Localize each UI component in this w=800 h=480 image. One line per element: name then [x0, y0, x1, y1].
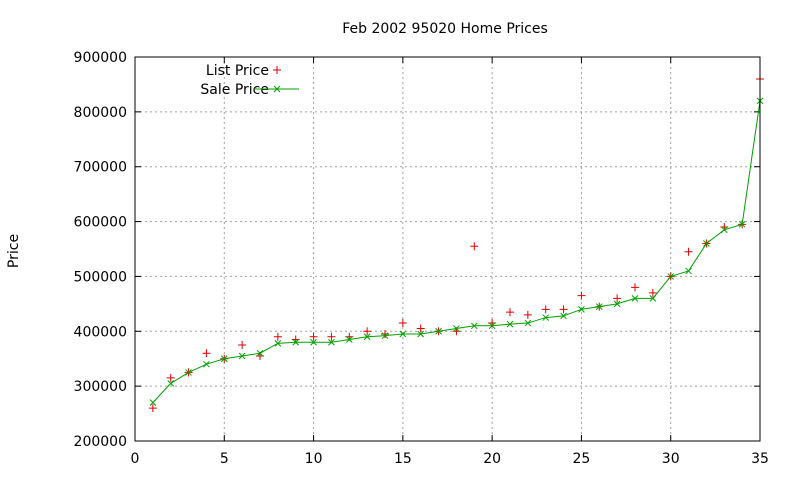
- list-price-point: [631, 283, 639, 292]
- list-price-point: [648, 288, 657, 297]
- grid-layer: [135, 57, 760, 441]
- list-price-point: [470, 242, 479, 251]
- sale-price-point: [381, 332, 389, 340]
- legend-cross-marker: [273, 85, 281, 93]
- list-price-point: [398, 319, 407, 328]
- sale-price-point: [328, 338, 335, 346]
- sale-price-point: [738, 220, 746, 228]
- sale-price-point: [292, 338, 300, 346]
- sale-price-point: [488, 322, 496, 330]
- y-tick-label: 200000: [74, 434, 127, 450]
- list-price-point: [523, 310, 532, 319]
- y-tick-label: 600000: [74, 215, 127, 231]
- x-tick-label: 20: [483, 451, 501, 467]
- series-layer: [148, 74, 764, 413]
- sale-price-point: [256, 349, 264, 357]
- x-tick-label: 25: [573, 451, 591, 467]
- sale-price-point: [435, 327, 442, 335]
- sale-price-point: [220, 355, 228, 363]
- sale-price-point: [274, 340, 282, 347]
- sale-price-point: [578, 305, 585, 313]
- list-price-point: [506, 308, 514, 317]
- sale-price-point: [417, 330, 425, 338]
- series-sale-price: [149, 97, 764, 406]
- sale-price-point: [363, 333, 371, 341]
- y-tick-label: 500000: [74, 269, 127, 285]
- y-tick-label: 900000: [74, 50, 127, 66]
- sale-price-point: [631, 295, 639, 302]
- y-tick-label: 300000: [74, 379, 127, 395]
- sale-price-point: [720, 226, 728, 234]
- x-tick-label: 10: [305, 451, 323, 467]
- list-price-point: [684, 247, 693, 256]
- sale-price-point: [524, 319, 532, 327]
- y-axis-label: Price: [6, 234, 22, 268]
- x-tick-label: 15: [394, 451, 412, 467]
- x-tick-label: 35: [751, 451, 769, 467]
- sale-price-point: [399, 330, 407, 338]
- plot-frame: [134, 56, 761, 442]
- x-tick-label: 0: [131, 451, 140, 467]
- y-tick-label: 800000: [74, 105, 127, 121]
- x-tick-label: 5: [220, 451, 229, 467]
- sale-price-point: [238, 352, 246, 360]
- list-price-point: [613, 294, 622, 303]
- sale-price-point: [345, 336, 353, 343]
- y-tick-label: 700000: [74, 160, 127, 176]
- sale-price-point: [542, 314, 550, 321]
- sale-price-point: [453, 325, 460, 332]
- sale-price-point: [649, 295, 657, 302]
- sale-price-point: [613, 300, 621, 308]
- legend-marker-sale-price: [254, 85, 299, 93]
- list-price-point: [238, 341, 247, 349]
- sale-price-point: [667, 273, 675, 280]
- list-price-point: [577, 291, 586, 300]
- y-tick-label: 400000: [74, 324, 127, 340]
- list-price-point: [166, 373, 175, 382]
- legend-label-list-price: List Price: [206, 63, 269, 79]
- legend: List Price Sale Price: [200, 63, 299, 98]
- sale-price-point: [685, 267, 692, 275]
- list-price-point: [381, 330, 389, 339]
- list-price-point: [327, 332, 336, 341]
- sale-price-point: [595, 303, 603, 310]
- x-tick-label: 30: [662, 451, 680, 467]
- list-price-point: [559, 305, 568, 314]
- sale-price-point: [310, 338, 317, 346]
- sale-price-point: [185, 369, 192, 376]
- sale-price-point: [703, 240, 710, 247]
- sale-price-point: [506, 320, 514, 328]
- legend-plus-marker: [273, 66, 281, 74]
- sale-price-point: [470, 322, 478, 330]
- list-price-point: [309, 332, 318, 341]
- legend-marker-list-price: [273, 66, 281, 74]
- list-price-point: [541, 305, 550, 314]
- list-price-point: [416, 324, 425, 333]
- sale-price-point: [167, 380, 175, 387]
- chart-title: Feb 2002 95020 Home Prices: [342, 21, 548, 37]
- series-list-price: [148, 74, 764, 413]
- list-price-point: [148, 404, 157, 413]
- axis-layer: 200000 300000 400000 500000 600000 700000 8000…: [74, 50, 769, 467]
- list-price-point: [202, 349, 211, 358]
- list-price-point: [363, 327, 372, 336]
- sale-price-point: [560, 312, 567, 320]
- list-price-point: [273, 332, 282, 341]
- sale-price-point: [149, 399, 157, 406]
- legend-label-sale-price: Sale Price: [200, 82, 269, 98]
- sale-price-point: [203, 360, 210, 368]
